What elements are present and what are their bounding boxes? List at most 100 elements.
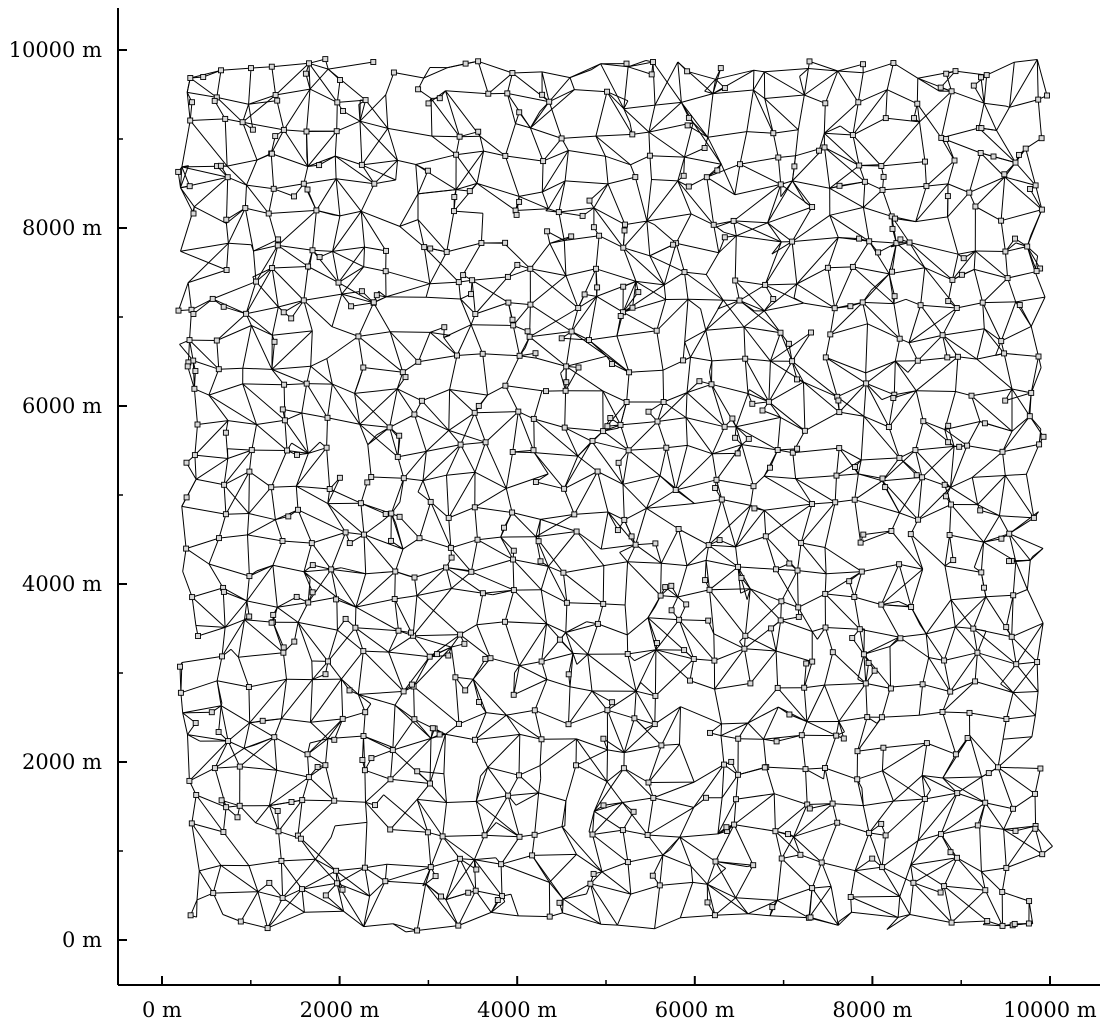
road-edge [181, 120, 191, 167]
road-edge [191, 587, 224, 598]
road-edge [307, 718, 344, 755]
road-edge [627, 561, 662, 564]
road-edge [475, 776, 481, 802]
network-node [1006, 530, 1013, 537]
network-node [747, 680, 754, 687]
network-node [808, 329, 814, 336]
road-edge [944, 885, 986, 891]
road-edge [675, 445, 688, 491]
road-edge [913, 882, 941, 893]
road-edge [1030, 296, 1046, 327]
network-node [336, 474, 343, 481]
road-edge [271, 485, 297, 488]
road-edge [193, 298, 214, 315]
network-node [680, 357, 687, 364]
network-node [607, 415, 614, 421]
road-edge [950, 680, 976, 693]
road-edge [242, 121, 284, 131]
road-edge [707, 883, 749, 915]
network-node [340, 108, 346, 114]
network-node [948, 501, 954, 508]
road-edge [486, 712, 507, 716]
network-node [399, 369, 406, 376]
road-edge [367, 444, 372, 478]
network-node [186, 777, 193, 784]
road-edge [245, 306, 279, 315]
network-node [443, 248, 450, 255]
road-edge [549, 243, 567, 276]
road-edge [193, 360, 219, 370]
road-edge [908, 305, 922, 343]
road-edge [763, 509, 802, 544]
road-edge [448, 389, 451, 431]
road-edge [743, 326, 746, 359]
road-edge [769, 915, 809, 919]
network-node [600, 735, 607, 742]
network-node [789, 358, 796, 365]
road-edge [271, 62, 310, 68]
network-node [239, 119, 246, 126]
network-node [735, 771, 741, 778]
road-edge [355, 627, 399, 632]
road-edge [472, 658, 486, 680]
road-edge [479, 136, 485, 152]
network-node [865, 659, 872, 666]
road-edge [531, 834, 536, 856]
road-edge [914, 421, 924, 451]
network-node [452, 674, 459, 681]
network-node [322, 56, 329, 63]
network-node [704, 899, 711, 906]
road-edge [455, 676, 474, 680]
road-edge [474, 411, 519, 414]
road-edge [566, 602, 604, 605]
road-edge [800, 542, 827, 575]
road-edge [429, 251, 448, 284]
network-node [972, 678, 979, 685]
road-edge [246, 600, 278, 608]
road-edge [224, 619, 245, 628]
road-edge [345, 531, 365, 536]
road-edge [255, 245, 279, 282]
network-node [501, 524, 507, 531]
road-edge [824, 70, 839, 104]
road-edge [430, 501, 452, 549]
road-edge [635, 542, 656, 546]
network-node [415, 358, 422, 365]
road-edge [245, 281, 257, 314]
road-edge [720, 722, 749, 737]
road-edge [309, 88, 338, 103]
road-edge [334, 821, 367, 827]
network-node [402, 374, 409, 381]
network-node [789, 238, 796, 245]
road-edge [248, 860, 282, 867]
road-edge [1026, 589, 1044, 624]
network-node [941, 481, 948, 488]
road-edge [854, 473, 859, 500]
network-node [897, 635, 904, 642]
network-node [687, 677, 693, 684]
road-edge [412, 588, 452, 637]
road-edge [622, 483, 647, 509]
network-node [187, 117, 194, 124]
road-edge [854, 480, 883, 501]
road-edge [1005, 473, 1027, 476]
road-edge [191, 596, 226, 628]
network-node [280, 126, 287, 133]
network-node [629, 304, 636, 311]
road-edge [530, 127, 562, 139]
road-edge [979, 825, 982, 872]
road-edge [242, 367, 272, 370]
network-node [629, 131, 636, 138]
network-node [469, 277, 476, 284]
road-edge [686, 544, 710, 566]
road-edge [269, 801, 292, 807]
road-edge [704, 90, 714, 95]
road-edge [483, 150, 506, 157]
road-edge [564, 235, 600, 241]
road-edge [474, 712, 487, 740]
road-edge [976, 630, 987, 653]
road-edge [224, 118, 228, 167]
road-edge [971, 477, 979, 505]
road-edge [222, 914, 241, 922]
network-node [223, 804, 230, 811]
